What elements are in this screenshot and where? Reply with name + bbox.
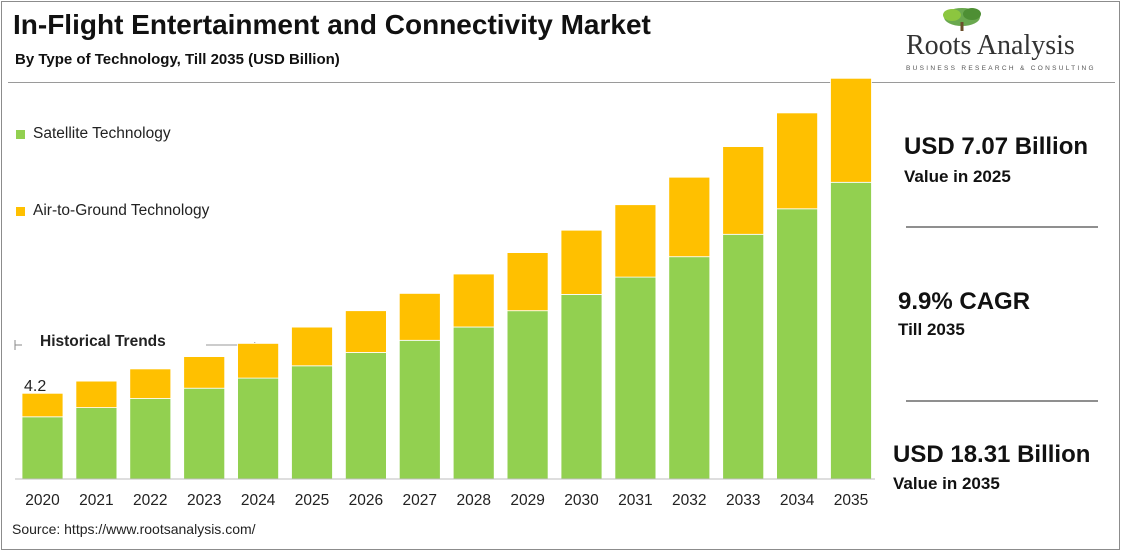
legend-swatch-air-to-ground bbox=[16, 206, 25, 216]
bar-satellite-2026 bbox=[344, 352, 387, 480]
bar-satellite-2033 bbox=[722, 233, 765, 480]
data-label-2020: 4.2 bbox=[24, 378, 46, 395]
legend-swatch-satellite bbox=[16, 129, 25, 139]
x-tick-label-2025: 2025 bbox=[295, 492, 329, 509]
tree-icon bbox=[943, 8, 981, 31]
x-tick-label-2034: 2034 bbox=[780, 492, 815, 509]
roots-analysis-logo: Roots Analysis BUSINESS RESEARCH & CONSU… bbox=[900, 4, 1112, 74]
bar-air-to-ground-2023 bbox=[183, 356, 226, 389]
logo-name: Roots Analysis bbox=[906, 30, 1075, 61]
legend-item-satellite: Satellite Technology bbox=[16, 125, 171, 143]
bar-air-to-ground-2024 bbox=[237, 342, 280, 379]
bar-air-to-ground-2027 bbox=[398, 292, 441, 341]
kpi-label-2035: Value in 2035 bbox=[893, 474, 1000, 493]
bar-satellite-2022 bbox=[129, 397, 172, 480]
x-tick-label-2024: 2024 bbox=[241, 492, 276, 509]
bar-chart: 2020 2021 2022 2023 2024 2025 2026 2027 2028 2029… bbox=[14, 77, 875, 509]
bar-air-to-ground-2022 bbox=[129, 368, 172, 399]
legend-label-air-to-ground: Air-to-Ground Technology bbox=[33, 202, 210, 219]
kpi-divider-2 bbox=[906, 400, 1098, 402]
bar-air-to-ground-2030 bbox=[560, 229, 603, 295]
x-tick-label-2022: 2022 bbox=[133, 492, 167, 509]
x-tick-label-2026: 2026 bbox=[349, 492, 383, 509]
bar-satellite-2034 bbox=[776, 208, 818, 480]
bar-satellite-2023 bbox=[183, 387, 226, 480]
x-tick-label-2020: 2020 bbox=[25, 492, 60, 509]
bar-air-to-ground-2032 bbox=[668, 176, 711, 258]
bar-satellite-2027 bbox=[398, 339, 441, 480]
kpi-value-cagr: 9.9% CAGR bbox=[898, 288, 1031, 315]
legend-item-air-to-ground: Air-to-Ground Technology bbox=[16, 202, 209, 220]
x-tick-label-2035: 2035 bbox=[834, 492, 868, 509]
bar-satellite-2028 bbox=[452, 326, 495, 480]
bar-satellite-2021 bbox=[75, 407, 118, 480]
x-tick-label-2028: 2028 bbox=[456, 492, 490, 509]
historical-trends-marker bbox=[14, 340, 260, 350]
bar-satellite-2025 bbox=[291, 365, 333, 480]
kpi-value-2035: USD 18.31 Billion bbox=[893, 441, 1091, 468]
page-title: In-Flight Entertainment and Connectivity… bbox=[13, 9, 651, 40]
x-tick-label-2021: 2021 bbox=[79, 492, 113, 509]
kpi-label-cagr: Till 2035 bbox=[898, 320, 965, 339]
bar-satellite-2032 bbox=[668, 256, 711, 480]
bar-air-to-ground-2028 bbox=[452, 273, 495, 328]
kpi-divider-1 bbox=[906, 226, 1098, 228]
bar-satellite-2031 bbox=[614, 276, 657, 480]
bar-satellite-2035 bbox=[830, 181, 872, 480]
source-note: Source: https://www.rootsanalysis.com/ bbox=[12, 521, 256, 537]
x-tick-label-2030: 2030 bbox=[564, 492, 599, 509]
x-tick-label-2029: 2029 bbox=[510, 492, 544, 509]
legend-label-satellite: Satellite Technology bbox=[33, 125, 171, 142]
bar-air-to-ground-2020 bbox=[21, 392, 64, 418]
kpi-label-2025: Value in 2025 bbox=[904, 167, 1011, 186]
page-subtitle: By Type of Technology, Till 2035 (USD Bi… bbox=[15, 51, 340, 68]
historical-trends-label: Historical Trends bbox=[40, 333, 166, 350]
bar-air-to-ground-2035 bbox=[830, 77, 872, 183]
bar-satellite-2029 bbox=[506, 310, 549, 480]
bar-satellite-2020 bbox=[21, 416, 64, 480]
header-divider bbox=[8, 82, 1115, 83]
kpi-value-2025: USD 7.07 Billion bbox=[904, 133, 1089, 160]
x-tick-label-2027: 2027 bbox=[403, 492, 437, 509]
x-tick-label-2032: 2032 bbox=[672, 492, 706, 509]
bar-air-to-ground-2031 bbox=[614, 204, 657, 278]
bar-air-to-ground-2025 bbox=[291, 326, 333, 367]
bar-air-to-ground-2021 bbox=[75, 380, 118, 409]
logo-tagline: BUSINESS RESEARCH & CONSULTING bbox=[906, 65, 1096, 72]
bar-air-to-ground-2033 bbox=[722, 146, 765, 235]
x-tick-label-2023: 2023 bbox=[187, 492, 221, 509]
bar-air-to-ground-2026 bbox=[344, 310, 387, 353]
x-tick-label-2031: 2031 bbox=[618, 492, 652, 509]
x-tick-label-2033: 2033 bbox=[726, 492, 760, 509]
bar-air-to-ground-2029 bbox=[506, 252, 549, 312]
bar-air-to-ground-2034 bbox=[776, 112, 818, 210]
bar-satellite-2024 bbox=[237, 377, 280, 480]
bar-satellite-2030 bbox=[560, 293, 603, 480]
